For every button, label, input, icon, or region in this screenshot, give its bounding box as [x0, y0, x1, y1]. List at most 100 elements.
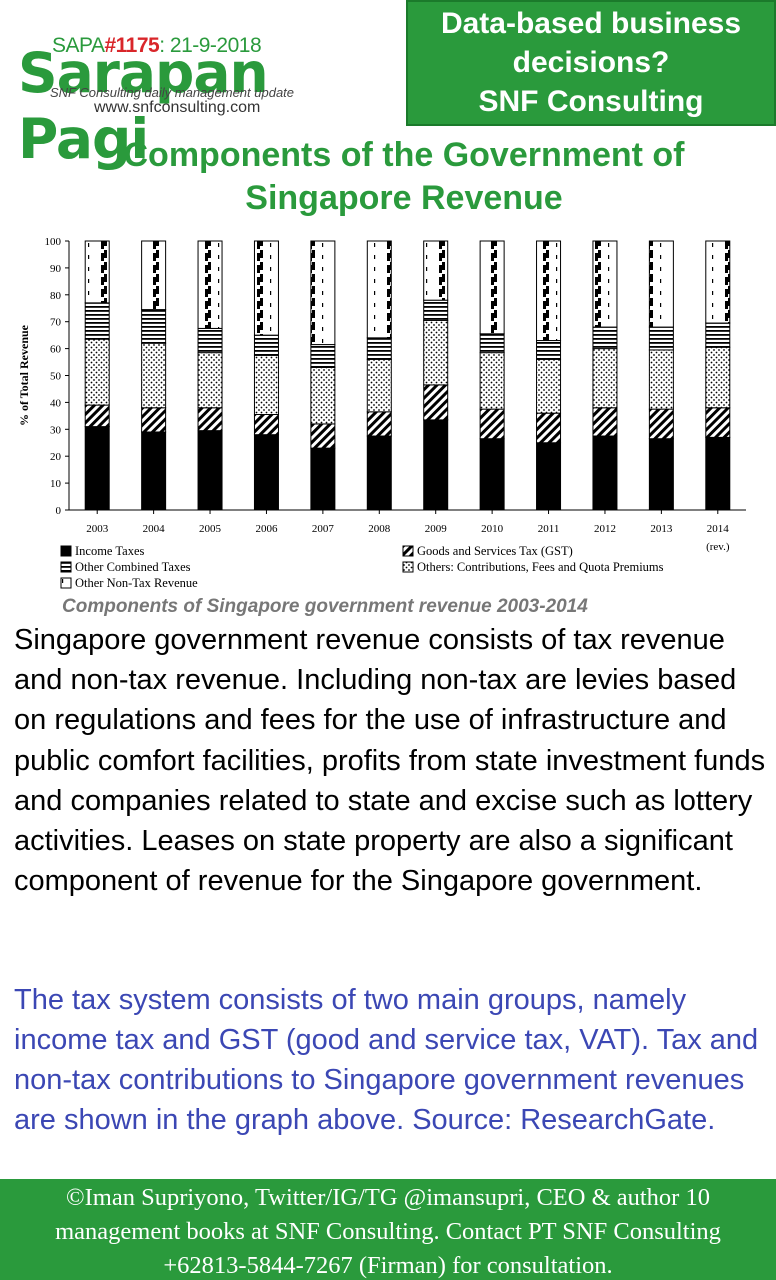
- legend-label-income-taxes: Income Taxes: [75, 544, 144, 558]
- bar-2012-others-contributions-fees-and-quota-premiums: [592, 348, 618, 409]
- y-tick-label: 60: [50, 344, 62, 356]
- bar-2008-other-combined-taxes: [366, 337, 392, 360]
- x-tick-label: 2007: [312, 523, 335, 535]
- bar-2005-other-non-tax-revenue: [197, 240, 223, 329]
- x-tick-label: 2005: [199, 523, 222, 535]
- bar-2005-goods-and-services-tax-gst: [197, 407, 223, 432]
- legend-swatch-income-taxes: [60, 545, 72, 557]
- bar-2003-other-combined-taxes: [84, 302, 110, 340]
- y-tick-label: 80: [50, 290, 62, 302]
- brand-tagline: SNF Consulting daily management update: [50, 85, 295, 100]
- bar-2003-other-non-tax-revenue: [84, 240, 110, 304]
- bar-2003-goods-and-services-tax-gst: [84, 404, 110, 428]
- y-tick-label: 30: [50, 424, 62, 436]
- bar-2004-other-combined-taxes: [141, 309, 167, 344]
- bar-2014-other-non-tax-revenue: [705, 240, 731, 324]
- bar-2006-other-combined-taxes: [253, 334, 279, 356]
- bar-2013-others-contributions-fees-and-quota-premiums: [648, 349, 674, 410]
- y-tick-label: 20: [50, 451, 62, 463]
- bar-2005-income-taxes: [197, 430, 223, 511]
- title-line-2: Singapore Revenue: [245, 179, 563, 217]
- bar-2004-others-contributions-fees-and-quota-premiums: [141, 342, 167, 409]
- bar-2012-other-non-tax-revenue: [592, 240, 618, 328]
- y-tick-label: 70: [50, 317, 62, 329]
- bar-2009-other-non-tax-revenue: [423, 240, 449, 301]
- x-tick-label: 2013: [650, 523, 673, 535]
- legend-label-others-contributions-fees-and-quota-premiums: Others: Contributions, Fees and Quota Pr…: [417, 560, 664, 574]
- promo-line-2: decisions?: [512, 46, 670, 79]
- bar-2007-other-combined-taxes: [310, 344, 336, 368]
- bar-2010-income-taxes: [479, 438, 505, 511]
- x-tick-label: 2004: [143, 523, 166, 535]
- bar-2005-other-combined-taxes: [197, 327, 223, 354]
- footer-line-1: ©Iman Supriyono, Twitter/IG/TG @imansupr…: [66, 1184, 710, 1211]
- bar-2006-other-non-tax-revenue: [253, 240, 279, 336]
- x-tick-label: 2009: [425, 523, 448, 535]
- x-tick-label: 2012: [594, 523, 616, 535]
- legend-swatch-others-contributions-fees-and-quota-premiums: [402, 561, 414, 573]
- legend-label-other-non-tax-revenue: Other Non-Tax Revenue: [75, 576, 198, 590]
- bar-2014-other-combined-taxes: [705, 322, 731, 348]
- sarapan-pagi-logo: SAPA#1175: 21-9-2018 Sarapan Pagi SNF Co…: [18, 34, 398, 171]
- bar-2011-other-combined-taxes: [536, 340, 562, 360]
- bar-2013-other-non-tax-revenue: [648, 240, 674, 328]
- legend-swatch-other-combined-taxes: [60, 561, 72, 573]
- edition-line: SAPA#1175: 21-9-2018: [52, 34, 262, 58]
- bar-2008-others-contributions-fees-and-quota-premiums: [366, 358, 392, 413]
- bar-2009-other-combined-taxes: [423, 299, 449, 321]
- legend-swatch-goods-and-services-tax-gst: [402, 545, 414, 557]
- bar-2011-income-taxes: [536, 442, 562, 511]
- promo-line-3: SNF Consulting: [478, 85, 704, 118]
- website-link[interactable]: www.snfconsulting.com: [94, 99, 261, 116]
- bar-2012-income-taxes: [592, 435, 618, 511]
- revenue-stacked-bar-chart: 0 10 20 30 40 50 60 70 80 90 100 % of Total Revenue…: [17, 236, 746, 590]
- bar-2010-other-non-tax-revenue: [479, 240, 505, 335]
- bar-2011-goods-and-services-tax-gst: [536, 412, 562, 444]
- bar-2008-income-taxes: [366, 435, 392, 511]
- y-tick-label: 90: [50, 263, 62, 275]
- bar-2014-goods-and-services-tax-gst: [705, 407, 731, 438]
- bar-2014-income-taxes: [705, 436, 731, 511]
- x-tick-note: (rev.): [706, 541, 730, 553]
- page-title: Components of the Government of Singapor…: [0, 134, 776, 220]
- bar-2010-others-contributions-fees-and-quota-premiums: [479, 352, 505, 410]
- bar-2010-goods-and-services-tax-gst: [479, 408, 505, 440]
- footer-line-3: +62813-5844-7267 (Firman) for consultati…: [163, 1252, 613, 1279]
- body-paragraph-2: The tax system consists of two main grou…: [14, 984, 759, 1136]
- bar-2007-goods-and-services-tax-gst: [310, 423, 336, 449]
- y-tick-label: 40: [50, 397, 62, 409]
- bar-2003-others-contributions-fees-and-quota-premiums: [84, 338, 110, 406]
- edition-date: : 21-9-2018: [159, 34, 262, 57]
- edition-prefix: SAPA: [52, 34, 105, 57]
- footer-banner: ©Iman Supriyono, Twitter/IG/TG @imansupr…: [0, 1179, 776, 1280]
- bar-2008-other-non-tax-revenue: [366, 240, 392, 339]
- promo-line-1: Data-based business: [440, 7, 742, 40]
- bar-2011-other-non-tax-revenue: [536, 240, 562, 342]
- x-tick-label: 2011: [538, 523, 560, 535]
- body-paragraph-1: Singapore government revenue consists of…: [14, 624, 766, 898]
- bar-2009-goods-and-services-tax-gst: [423, 384, 449, 421]
- bar-2013-goods-and-services-tax-gst: [648, 408, 674, 440]
- x-tick-label: 2003: [86, 523, 109, 535]
- bar-2014-others-contributions-fees-and-quota-premiums: [705, 346, 731, 409]
- bar-2009-income-taxes: [423, 419, 449, 511]
- chart-caption: Components of Singapore government reven…: [62, 596, 588, 617]
- bar-2004-income-taxes: [141, 431, 167, 511]
- y-tick-label: 10: [50, 478, 62, 490]
- y-tick-label: 0: [56, 505, 62, 517]
- bar-2011-others-contributions-fees-and-quota-premiums: [536, 358, 562, 414]
- bar-2013-other-combined-taxes: [648, 326, 674, 351]
- bar-2013-income-taxes: [648, 438, 674, 511]
- y-axis-label: % of Total Revenue: [17, 324, 31, 426]
- y-tick-label: 100: [45, 236, 62, 248]
- promo-box: Data-based business decisions? SNF Consu…: [406, 0, 776, 126]
- bar-2012-goods-and-services-tax-gst: [592, 407, 618, 437]
- legend-label-other-combined-taxes: Other Combined Taxes: [75, 560, 191, 574]
- bar-2006-income-taxes: [253, 434, 279, 511]
- bar-2007-others-contributions-fees-and-quota-premiums: [310, 366, 336, 425]
- bar-2005-others-contributions-fees-and-quota-premiums: [197, 352, 223, 409]
- bar-2004-other-non-tax-revenue: [141, 240, 167, 311]
- bar-2004-goods-and-services-tax-gst: [141, 407, 167, 433]
- bar-2007-other-non-tax-revenue: [310, 240, 336, 346]
- legend-swatch-other-non-tax-revenue: [60, 577, 72, 589]
